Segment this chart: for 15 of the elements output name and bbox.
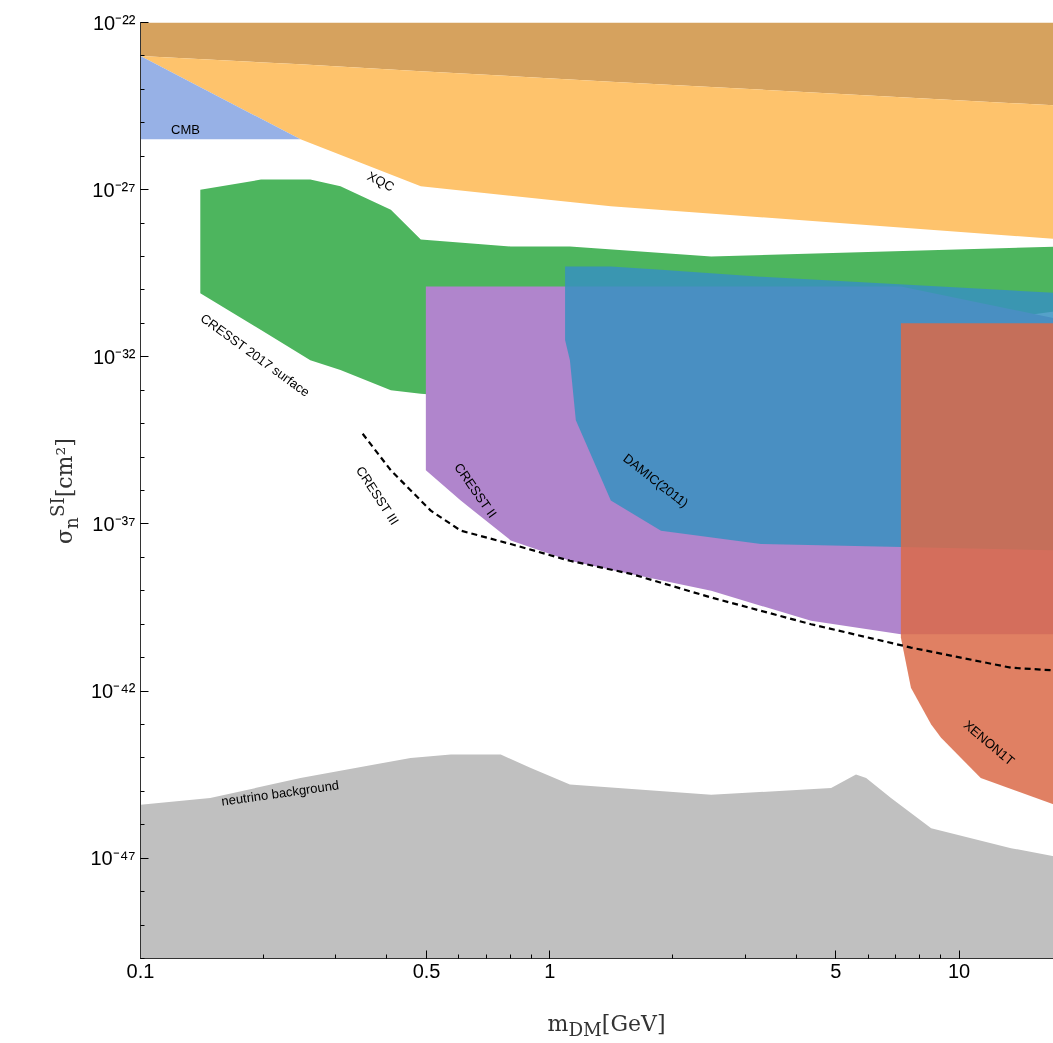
x-tick-label: 0.1 (126, 959, 155, 982)
annotation: XQC (364, 168, 397, 195)
annotation: neutrino background (220, 777, 340, 809)
annotation: CMB (171, 121, 200, 137)
y-tick-label: 10⁻⁴⁷ (90, 847, 136, 870)
x-tick-label: 0.5 (412, 959, 441, 982)
x-tick-label: 5 (830, 959, 842, 982)
y-tick-label: 10⁻³² (92, 345, 136, 368)
y-tick-label: 10⁻³⁷ (92, 512, 136, 535)
x-tick-label: 1 (544, 959, 556, 982)
y-tick-label: 10⁻²⁷ (92, 178, 136, 201)
x-tick-label: 10 (947, 959, 971, 982)
y-tick-label: 10⁻²² (92, 11, 136, 34)
x-axis-title: m$_{DM}$[GeV] (546, 1010, 667, 1041)
y-tick-label: 10⁻⁴² (91, 680, 136, 703)
